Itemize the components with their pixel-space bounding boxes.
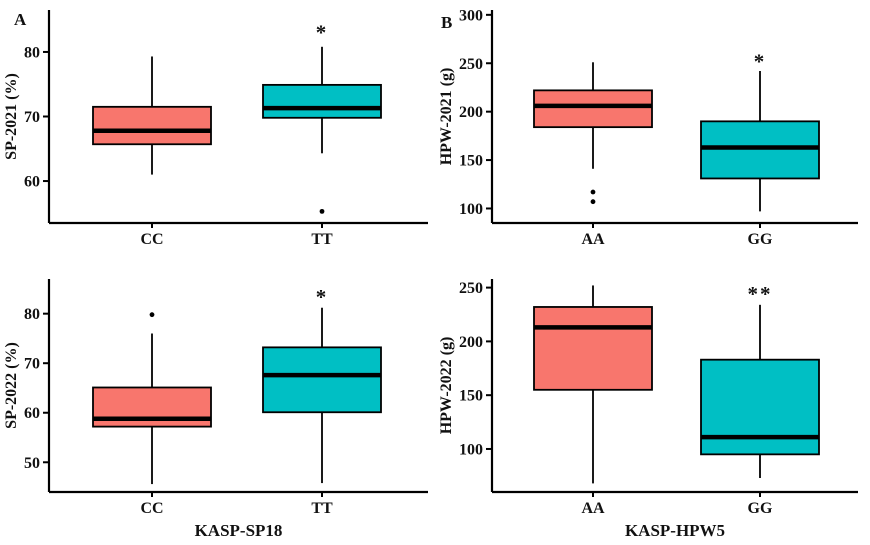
y-axis-title: SP-2021 (%) bbox=[3, 73, 20, 160]
boxplot-hpw-2022-svg: 100 150 200 250 AA GG ** HPW-2022 (g) KASP-HPW5 bbox=[438, 279, 858, 540]
y-tick-label: 70 bbox=[24, 356, 40, 373]
category-label: GG bbox=[748, 231, 773, 248]
y-tick-label: 200 bbox=[459, 334, 483, 351]
significance-marker: * bbox=[754, 49, 767, 73]
box-AA bbox=[533, 89, 653, 129]
box-TT bbox=[262, 346, 382, 414]
boxplot-sp-2021-svg: 60 70 80 CC TT * SP-2021 (%) A bbox=[3, 10, 428, 248]
y-axis-title: HPW-2022 (g) bbox=[438, 337, 455, 435]
outlier-point bbox=[149, 312, 155, 318]
category-label: TT bbox=[311, 231, 333, 248]
subplot-hpw-2021: 100 150 200 250 300 AA GG * HPW-2021 (g) B bbox=[435, 0, 870, 272]
outlier-point bbox=[590, 189, 596, 195]
category-label: AA bbox=[581, 500, 605, 517]
y-tick-label: 200 bbox=[459, 104, 483, 121]
outlier-point bbox=[319, 208, 325, 214]
x-axis-title: KASP-HPW5 bbox=[625, 521, 725, 540]
significance-marker: ** bbox=[748, 282, 773, 306]
category-label: CC bbox=[140, 231, 163, 248]
y-tick-label: 60 bbox=[24, 174, 40, 191]
category-label: TT bbox=[311, 500, 333, 517]
y-axis-title: SP-2022 (%) bbox=[3, 342, 20, 429]
y-tick-label: 100 bbox=[459, 201, 483, 218]
boxplot-hpw-2021-svg: 100 150 200 250 300 AA GG * HPW-2021 (g) B bbox=[438, 7, 858, 248]
subplot-sp-2021: 60 70 80 CC TT * SP-2021 (%) A bbox=[0, 0, 435, 272]
y-axis-title: HPW-2021 (g) bbox=[438, 68, 455, 166]
category-label: GG bbox=[748, 500, 773, 517]
box-GG bbox=[700, 120, 820, 180]
y-tick-label: 60 bbox=[24, 405, 40, 422]
y-tick-label: 70 bbox=[24, 109, 40, 126]
y-tick-label: 300 bbox=[459, 7, 483, 24]
y-tick-label: 50 bbox=[24, 455, 40, 472]
outlier-point bbox=[590, 199, 596, 205]
category-label: CC bbox=[140, 500, 163, 517]
subplot-hpw-2022: 100 150 200 250 AA GG ** HPW-2022 (g) KASP-HPW5 bbox=[435, 272, 870, 545]
y-tick-label: 250 bbox=[459, 280, 483, 297]
significance-marker: * bbox=[316, 285, 329, 309]
box-GG bbox=[700, 358, 820, 456]
significance-marker: * bbox=[316, 21, 329, 45]
y-tick-label: 80 bbox=[24, 306, 40, 323]
y-tick-label: 80 bbox=[24, 44, 40, 61]
boxplot-sp-2022-svg: 50 60 70 80 CC TT * SP-2022 (%) KASP-SP18 bbox=[3, 279, 428, 540]
y-tick-label: 150 bbox=[459, 388, 483, 405]
box-CC bbox=[92, 105, 212, 146]
y-tick-label: 100 bbox=[459, 441, 483, 458]
category-label: AA bbox=[581, 231, 605, 248]
y-tick-label: 150 bbox=[459, 153, 483, 170]
x-axis-title: KASP-SP18 bbox=[195, 521, 283, 540]
box-AA bbox=[533, 306, 653, 391]
subplot-sp-2022: 50 60 70 80 CC TT * SP-2022 (%) KASP-SP18 bbox=[0, 272, 435, 545]
box-TT bbox=[262, 83, 382, 119]
panel-label: A bbox=[14, 10, 27, 29]
y-tick-label: 250 bbox=[459, 56, 483, 73]
panel-label: B bbox=[441, 13, 452, 32]
